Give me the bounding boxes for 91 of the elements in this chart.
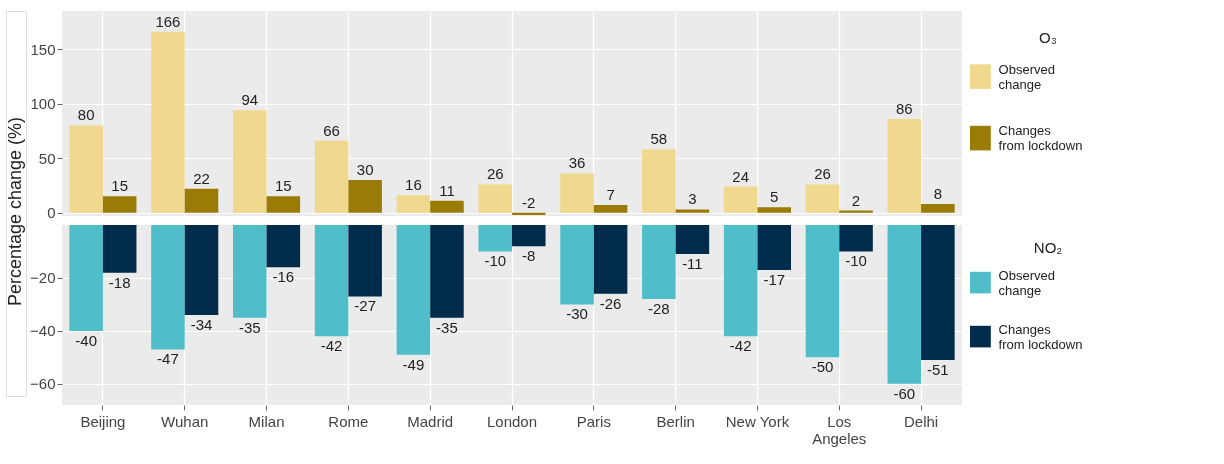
- data-label: -42: [729, 337, 752, 355]
- x-tick-label: London: [486, 412, 538, 430]
- data-label: -60: [893, 384, 916, 402]
- bar: [478, 184, 512, 213]
- x-tick-label: Milan: [248, 412, 285, 430]
- bar: [757, 207, 791, 213]
- x-tick-label: Wuhan: [161, 412, 209, 430]
- y-axis-title: Percentage change (%): [5, 116, 25, 307]
- y-tick-label: 50: [38, 149, 56, 167]
- bar: [69, 125, 103, 213]
- bar: [102, 196, 137, 213]
- bar: [184, 188, 219, 213]
- bar: [723, 186, 758, 213]
- legend-title: O₃: [1039, 28, 1057, 46]
- bar: [642, 149, 676, 213]
- bar: [396, 195, 431, 213]
- x-tick-label: Paris: [576, 412, 611, 430]
- data-label: 30: [356, 161, 374, 179]
- bar: [314, 140, 349, 213]
- data-label: -10: [484, 252, 507, 270]
- x-tick-label: Madrid: [407, 412, 454, 430]
- data-label: -26: [599, 294, 622, 312]
- bar: [512, 212, 546, 215]
- legend-label: Observed change: [998, 61, 1055, 92]
- data-label: 24: [732, 167, 750, 185]
- x-tick-label: New York: [725, 412, 790, 430]
- y-tick-label: −40: [30, 322, 56, 340]
- y-tick-label: 0: [47, 204, 56, 222]
- x-tick-label: Beijing: [80, 412, 126, 430]
- bar: [233, 110, 267, 213]
- y-tick-label: −60: [30, 375, 56, 393]
- data-label: -17: [763, 271, 786, 288]
- bar: [593, 205, 628, 213]
- data-label: 15: [274, 177, 292, 195]
- bar: [887, 118, 922, 213]
- x-tick-label: Delhi: [904, 412, 939, 430]
- data-label: 94: [241, 91, 259, 109]
- bar: [430, 200, 464, 213]
- data-label: 58: [650, 130, 668, 148]
- data-label: -47: [157, 350, 179, 368]
- y-tick-label: 100: [30, 95, 56, 113]
- data-label: -2: [522, 193, 536, 211]
- bar: [348, 180, 382, 213]
- data-label: -8: [522, 247, 536, 265]
- bar: [839, 210, 873, 213]
- data-label: -10: [845, 252, 867, 270]
- data-label: 26: [486, 165, 504, 183]
- legend-label: Changes from lockdown: [998, 321, 1083, 352]
- data-label: 36: [568, 154, 586, 172]
- data-label: 86: [895, 99, 913, 117]
- data-label: -35: [238, 318, 261, 336]
- data-label: 11: [439, 181, 455, 199]
- data-label: -30: [566, 305, 588, 323]
- data-label: 5: [770, 188, 779, 206]
- data-label: 22: [193, 169, 210, 187]
- data-label: 7: [606, 186, 615, 204]
- legend-label: Observed change: [998, 267, 1055, 298]
- bar: [266, 196, 301, 213]
- data-label: -35: [436, 318, 458, 336]
- legend-title: NO₂: [1033, 239, 1063, 257]
- data-label: 166: [155, 12, 181, 30]
- y-tick-label: −20: [30, 269, 56, 287]
- data-label: -28: [648, 300, 670, 318]
- data-label: -51: [927, 361, 949, 378]
- data-label: -18: [108, 273, 131, 291]
- data-label: 3: [688, 190, 697, 208]
- x-tick-label: Rome: [328, 412, 369, 430]
- y-tick-label: 150: [30, 40, 56, 58]
- data-label: 16: [405, 176, 422, 194]
- data-label: 8: [933, 185, 943, 203]
- data-label: 26: [814, 165, 831, 183]
- data-label: -40: [75, 331, 97, 349]
- bar: [675, 209, 710, 213]
- data-label: 2: [851, 191, 861, 209]
- data-label: -11: [682, 255, 703, 273]
- data-label: -42: [320, 337, 343, 355]
- data-label: 66: [323, 121, 340, 139]
- x-tick-label: Berlin: [656, 412, 695, 430]
- x-tick-label: Los Angeles: [812, 412, 867, 447]
- bar: [921, 204, 955, 213]
- bar: [151, 31, 185, 213]
- data-label: -34: [190, 316, 213, 333]
- data-label: 80: [77, 106, 95, 124]
- data-label: 15: [111, 177, 129, 195]
- bar: [560, 173, 594, 213]
- data-label: -27: [354, 297, 376, 315]
- legend-label: Changes from lockdown: [998, 123, 1083, 154]
- data-label: -16: [272, 268, 295, 286]
- bar: [805, 184, 840, 213]
- data-label: -49: [402, 355, 425, 373]
- data-label: -50: [811, 358, 834, 376]
